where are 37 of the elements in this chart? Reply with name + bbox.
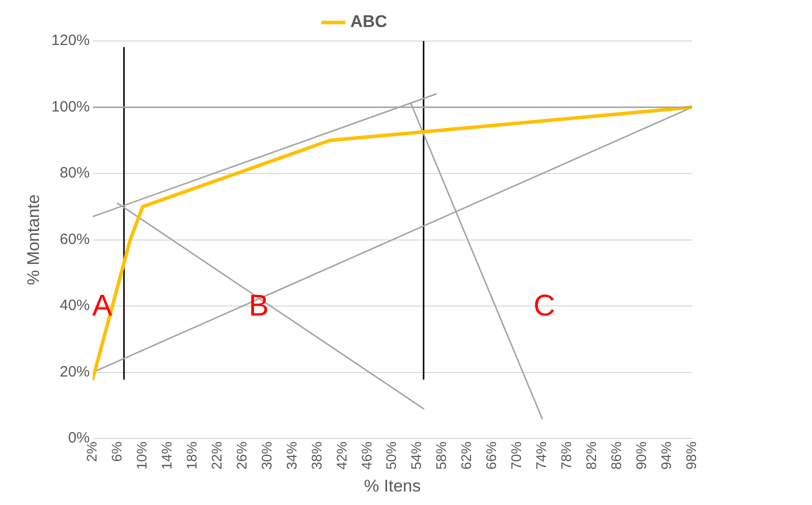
y-tick-label: 100% <box>51 98 90 116</box>
x-tick-label: 90% <box>632 442 649 470</box>
annotation: A <box>92 290 112 323</box>
y-tick-label: 40% <box>60 297 90 314</box>
annotation: B <box>248 290 269 323</box>
x-tick-label: 62% <box>458 442 474 470</box>
x-tick-label: 78% <box>558 442 574 470</box>
y-tick-label: 20% <box>60 363 90 380</box>
x-tick-label: 46% <box>358 442 374 470</box>
x-tick-label: 74% <box>533 442 550 470</box>
x-tick-label: 98% <box>682 442 699 470</box>
x-tick-label: 66% <box>483 442 500 470</box>
x-tick-label: 50% <box>383 442 400 470</box>
x-tick-label: 30% <box>258 442 274 470</box>
y-tick-label: 120% <box>51 32 90 50</box>
x-tick-label: 34% <box>283 442 300 470</box>
x-tick-label: 10% <box>134 442 150 470</box>
legend-label: ABC <box>350 12 388 32</box>
x-tick-label: 54% <box>408 442 424 470</box>
x-tick-label: 42% <box>333 442 350 470</box>
x-tick-label: 58% <box>433 442 450 470</box>
x-tick-label: 70% <box>508 442 524 470</box>
x-tick-label: 18% <box>183 442 200 470</box>
x-tick-label: 14% <box>158 442 175 470</box>
x-tick-label: 94% <box>658 442 674 470</box>
x-axis-title: % Itens <box>364 476 421 496</box>
annotation: C <box>534 290 556 323</box>
x-tick-label: 2% <box>84 442 100 462</box>
y-axis-title: % Montante <box>24 194 43 286</box>
x-tick-label: 6% <box>108 442 125 462</box>
x-tick-label: 82% <box>582 442 599 470</box>
x-tick-label: 22% <box>208 442 224 470</box>
x-tick-label: 26% <box>233 442 250 470</box>
y-tick-label: 80% <box>60 164 90 182</box>
x-tick-label: 86% <box>608 442 624 470</box>
y-tick-label: 60% <box>60 230 90 248</box>
x-tick-label: 38% <box>308 442 324 470</box>
